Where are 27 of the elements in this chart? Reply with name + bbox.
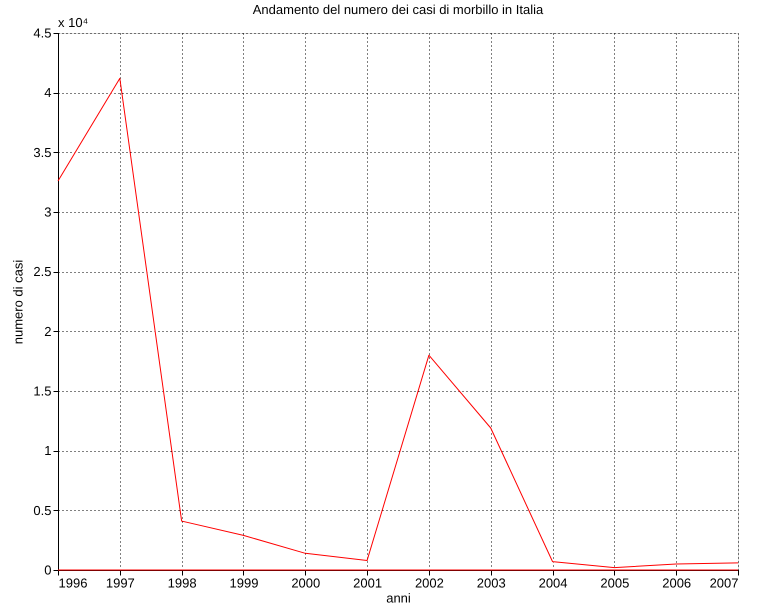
y-tick-label: 4 [44,85,52,100]
y-tick-label: 4.5 [33,26,52,40]
x-tick-label: 2002 [414,576,444,590]
y-tick-label: 1.5 [33,384,52,398]
y-tick-label: 3 [44,204,52,220]
x-tick-label: 2003 [476,576,506,590]
x-axis-title: anni [386,590,411,606]
y-tick-label: 1 [44,443,52,458]
x-tick-label: 1998 [168,576,197,590]
text: x 10⁴ [58,15,88,30]
y-tick-label: 2 [44,324,52,339]
x-tick-label: 2005 [600,576,630,590]
y-tick-label: 0 [44,562,52,578]
x-tick-label: 2007 [710,576,738,590]
y-tick-label: 3.5 [33,144,52,160]
y-tick-label: 2.5 [33,264,52,280]
y-axis-title: numero di casi [10,260,26,344]
chart-title: Andamento del numero dei casi di morbillo in Italia [252,2,544,17]
x-tick-label: 1999 [229,576,258,590]
x-tick-label: 1996 [58,576,88,590]
y-tick-label: 0.5 [33,502,52,518]
x-tick-label: 2001 [353,576,382,590]
x-tick-label: 1997 [106,576,135,590]
x-tick-label: 2004 [538,576,568,590]
line-series [58,78,738,568]
x-tick-label: 2000 [291,576,320,590]
x-tick-label: 2006 [662,576,692,590]
